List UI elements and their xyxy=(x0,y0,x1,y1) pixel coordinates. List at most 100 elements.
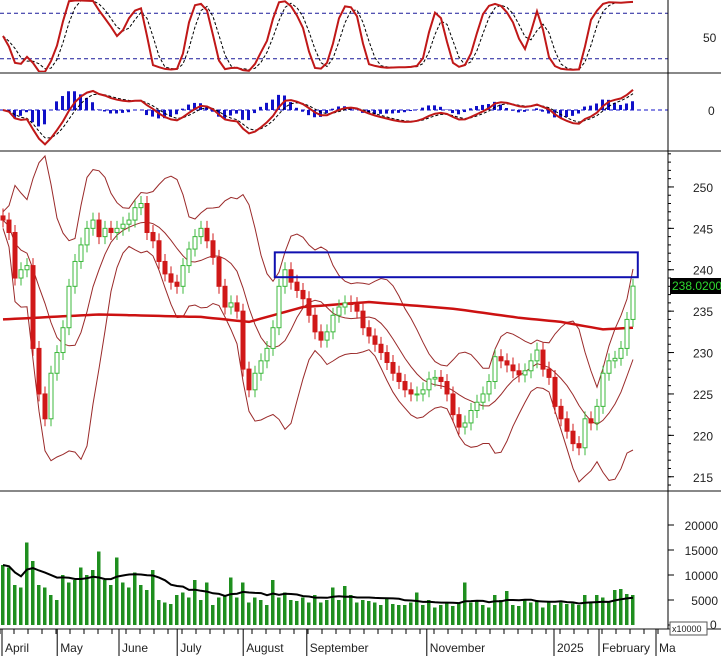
candle-body xyxy=(12,231,18,279)
macd-histogram-bar xyxy=(433,105,436,110)
volume-bar xyxy=(1,565,5,625)
volume-tick-label: 20000 xyxy=(685,519,719,533)
volume-bar xyxy=(205,582,209,625)
volume-bar xyxy=(133,572,137,625)
candle-body xyxy=(342,302,348,308)
volume-bar xyxy=(73,580,77,625)
candle-body xyxy=(582,418,588,449)
candle-body xyxy=(384,352,390,363)
macd-histogram-bar xyxy=(403,110,406,113)
macd-histogram-bar xyxy=(265,102,268,110)
stoch-d-line xyxy=(2,0,634,71)
volume-bar xyxy=(217,597,221,625)
candle-body xyxy=(234,302,240,312)
candle-body xyxy=(618,347,624,359)
macd-histogram-bar xyxy=(55,101,58,110)
volume-bar xyxy=(319,602,323,625)
macd-histogram-bar xyxy=(277,94,280,110)
candle-body xyxy=(534,349,540,362)
macd-histogram-bar xyxy=(463,110,466,113)
macd-histogram-bar xyxy=(169,110,172,117)
candle-body xyxy=(630,285,636,320)
macd-histogram-bar xyxy=(487,104,490,110)
volume-bar xyxy=(121,582,125,625)
candle-body xyxy=(390,361,396,374)
macd-histogram-bar xyxy=(577,110,580,114)
volume-bar xyxy=(487,607,491,625)
macd-histogram-bar xyxy=(85,97,88,110)
macd-histogram-bar xyxy=(37,110,40,127)
macd-histogram-bar xyxy=(307,110,310,116)
volume-tick-label: 10000 xyxy=(685,569,719,583)
stoch-k-line xyxy=(2,0,634,73)
macd-histogram-bar xyxy=(247,110,250,121)
macd-histogram-bar xyxy=(523,110,526,112)
macd-histogram-bar xyxy=(61,96,64,110)
volume-bar xyxy=(385,597,389,625)
bollinger-upper xyxy=(2,154,634,389)
candle-body xyxy=(0,215,6,221)
candle-body xyxy=(24,265,30,271)
macd-histogram-bar xyxy=(181,108,184,110)
volume-bar xyxy=(367,601,371,625)
volume-bar xyxy=(139,585,143,625)
macd-line xyxy=(2,89,634,146)
volume-bar xyxy=(631,595,635,625)
macd-histogram-bar xyxy=(301,110,304,112)
candle-body xyxy=(360,310,366,329)
volume-bar xyxy=(517,606,521,625)
volume-bar xyxy=(241,582,245,625)
candle-body xyxy=(330,314,336,333)
macd-histogram-bar xyxy=(97,109,100,110)
month-label: June xyxy=(122,641,148,655)
candle-body xyxy=(624,318,630,349)
macd-histogram-bar xyxy=(511,110,514,111)
macd-histogram-bar xyxy=(205,107,208,110)
candle-body xyxy=(450,393,456,416)
macd-histogram-bar xyxy=(385,110,388,114)
volume-bar xyxy=(571,603,575,625)
candle-body xyxy=(72,260,78,287)
volume-bar xyxy=(277,597,281,625)
macd-histogram-bar xyxy=(397,110,400,113)
price-tick-label: 245 xyxy=(693,222,713,236)
volume-bar xyxy=(199,600,203,625)
candle-body xyxy=(120,223,126,229)
macd-histogram-bar xyxy=(457,110,460,115)
volume-bar xyxy=(19,587,23,625)
volume-bar xyxy=(595,595,599,625)
volume-bar xyxy=(499,600,503,625)
macd-histogram-bar xyxy=(565,110,568,118)
macd-histogram-bar xyxy=(451,110,454,114)
price-tick-label: 225 xyxy=(693,388,713,402)
macd-histogram-bar xyxy=(625,103,628,110)
volume-bar xyxy=(91,570,95,625)
volume-bar xyxy=(439,605,443,625)
macd-histogram-bar xyxy=(619,104,622,110)
volume-bar xyxy=(283,592,287,625)
candle-body xyxy=(498,356,504,362)
candle-body xyxy=(78,244,84,262)
candle-body xyxy=(432,376,438,380)
candle-body xyxy=(18,269,24,279)
price-tick-label: 230 xyxy=(693,347,713,361)
macd-histogram-bar xyxy=(481,104,484,110)
volume-bar xyxy=(265,605,269,625)
macd-histogram-bar xyxy=(115,110,118,114)
macd-histogram-bar xyxy=(313,110,316,118)
month-label: February xyxy=(602,641,650,655)
volume-panel xyxy=(1,542,635,625)
volume-bar xyxy=(313,595,317,625)
candle-body xyxy=(288,269,294,283)
candle-body xyxy=(114,227,120,233)
macd-histogram-bar xyxy=(571,110,574,116)
volume-bar xyxy=(271,580,275,625)
volume-bar xyxy=(295,601,299,625)
macd-histogram-bar xyxy=(589,105,592,110)
volume-bar xyxy=(541,607,545,625)
macd-histogram-bar xyxy=(499,104,502,110)
macd-histogram-bar xyxy=(409,110,412,112)
volume-bar xyxy=(523,599,527,625)
volume-bar xyxy=(223,595,227,625)
candle-body xyxy=(462,422,468,428)
